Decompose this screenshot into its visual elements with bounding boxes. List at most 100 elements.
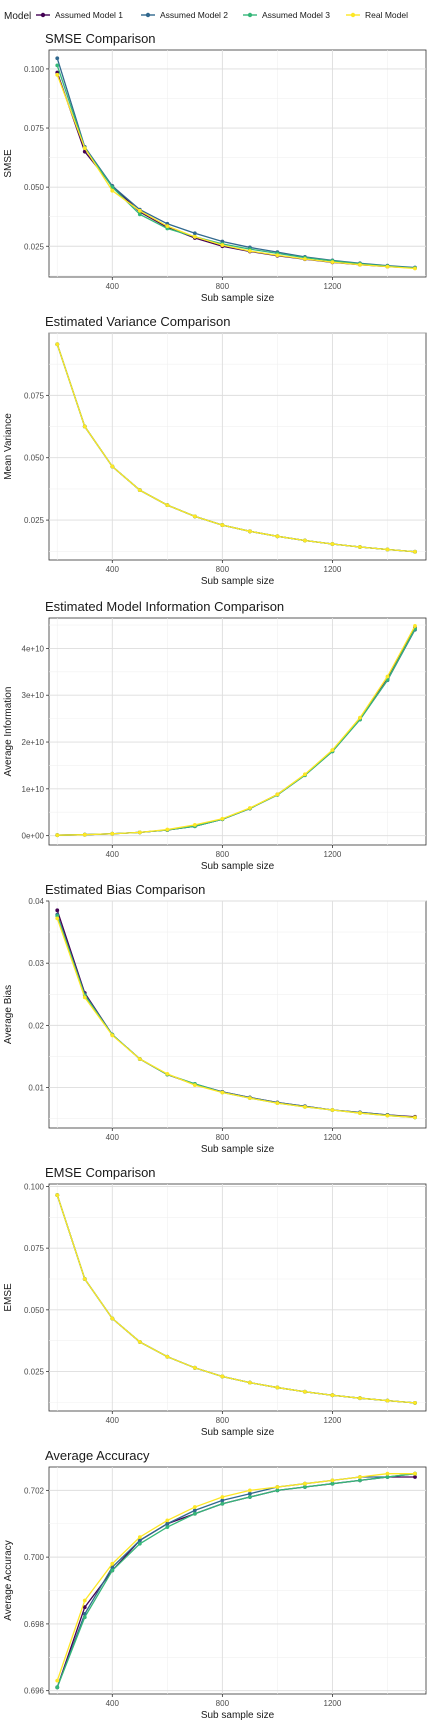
data-point xyxy=(358,1396,362,1400)
data-point xyxy=(386,1114,390,1118)
data-point xyxy=(110,1562,114,1566)
x-axis-label: Sub sample size xyxy=(201,1427,275,1438)
legend-item: Assumed Model 3 xyxy=(243,10,330,20)
x-tick-label: 1200 xyxy=(324,850,342,859)
chart-svg: Estimated Variance Comparison 400 800 1200 0… xyxy=(0,313,432,594)
data-point xyxy=(110,1569,114,1573)
plot-area xyxy=(49,1184,426,1411)
x-tick-label: 1200 xyxy=(324,1699,342,1708)
data-point xyxy=(331,1393,335,1397)
data-point xyxy=(303,1482,307,1486)
data-point xyxy=(55,63,59,67)
y-axis-label: Average Information xyxy=(3,687,14,777)
data-point xyxy=(138,488,142,492)
chart-panel: Estimated Model Information Comparison 40… xyxy=(0,598,432,879)
legend-label: Assumed Model 1 xyxy=(55,10,123,20)
data-point xyxy=(276,1386,280,1390)
data-point xyxy=(110,189,114,193)
data-point xyxy=(110,1317,114,1321)
data-point xyxy=(358,545,362,549)
y-tick-label: 0.02 xyxy=(28,1021,44,1030)
x-axis-label: Sub sample size xyxy=(201,576,275,587)
data-point xyxy=(386,265,390,269)
data-point xyxy=(413,267,417,271)
y-tick-label: 0.075 xyxy=(24,391,45,400)
x-tick-label: 400 xyxy=(106,1416,120,1425)
y-tick-label: 0.03 xyxy=(28,959,44,968)
data-point xyxy=(248,1488,252,1492)
legend-key-marker xyxy=(351,13,355,17)
data-point xyxy=(303,539,307,543)
data-point xyxy=(138,1535,142,1539)
data-point xyxy=(331,1482,335,1486)
data-point xyxy=(193,823,197,827)
chart-title: Estimated Model Information Comparison xyxy=(45,599,284,614)
data-point xyxy=(303,1105,307,1109)
x-tick-label: 1200 xyxy=(324,1416,342,1425)
data-point xyxy=(55,908,59,912)
data-point xyxy=(83,425,87,429)
data-point xyxy=(83,1277,87,1281)
data-point xyxy=(331,260,335,264)
data-point xyxy=(276,1101,280,1105)
y-axis-label: Average Bias xyxy=(3,985,14,1044)
legend-title: Model xyxy=(4,11,31,22)
data-point xyxy=(331,748,335,752)
data-point xyxy=(220,243,224,247)
data-point xyxy=(386,1475,390,1479)
data-point xyxy=(303,1390,307,1394)
legend-key-marker xyxy=(41,13,45,17)
data-point xyxy=(248,529,252,533)
x-tick-label: 800 xyxy=(216,1416,230,1425)
data-point xyxy=(110,832,114,836)
data-point xyxy=(248,1492,252,1496)
x-tick-label: 800 xyxy=(216,282,230,291)
legend-label: Real Model xyxy=(365,10,408,20)
data-point xyxy=(55,56,59,60)
data-point xyxy=(110,1033,114,1037)
plot-area xyxy=(49,50,426,277)
data-point xyxy=(55,833,59,837)
data-point xyxy=(358,263,362,267)
data-point xyxy=(83,1615,87,1619)
y-tick-label: 0.075 xyxy=(24,124,45,133)
y-axis-label: Mean Variance xyxy=(3,413,14,480)
x-tick-label: 400 xyxy=(106,282,120,291)
chart-svg: Estimated Bias Comparison400 800 12000.010… xyxy=(0,881,432,1162)
y-tick-label: 0.702 xyxy=(24,1486,45,1495)
data-point xyxy=(165,1525,169,1529)
y-tick-label: 0.04 xyxy=(28,897,44,906)
y-tick-label: 0.100 xyxy=(24,1182,45,1191)
data-point xyxy=(276,534,280,538)
y-axis-label: Average Accuracy xyxy=(3,1540,14,1620)
data-point xyxy=(413,1401,417,1405)
y-tick-label: 0.700 xyxy=(24,1553,45,1562)
data-point xyxy=(413,550,417,554)
data-point xyxy=(55,73,59,77)
y-axis-label: EMSE xyxy=(3,1283,14,1312)
data-point xyxy=(193,1508,197,1512)
data-point xyxy=(358,1475,362,1479)
data-point xyxy=(220,1498,224,1502)
x-tick-label: 400 xyxy=(106,565,120,574)
y-tick-label: 0.050 xyxy=(24,183,45,192)
y-tick-label: 4e+10 xyxy=(22,644,45,653)
data-point xyxy=(248,1096,252,1100)
data-point xyxy=(138,830,142,834)
legend: Model Assumed Model 1 Assumed Model 2 Assum… xyxy=(0,0,432,30)
data-point xyxy=(193,1505,197,1509)
data-point xyxy=(303,772,307,776)
data-point xyxy=(276,793,280,797)
chart-panel: Average Accuracy 400 800 1200 0.696 0.698 0.70… xyxy=(0,1447,432,1728)
data-point xyxy=(193,1366,197,1370)
data-point xyxy=(276,253,280,257)
x-tick-label: 400 xyxy=(106,850,120,859)
x-tick-label: 1200 xyxy=(324,1133,342,1142)
data-point xyxy=(220,817,224,821)
y-tick-label: 0.050 xyxy=(24,454,45,463)
y-tick-label: 2e+10 xyxy=(22,738,45,747)
data-point xyxy=(220,1375,224,1379)
legend-item: Real Model xyxy=(346,10,408,20)
data-point xyxy=(83,833,87,837)
x-axis-label: Sub sample size xyxy=(201,1710,275,1721)
